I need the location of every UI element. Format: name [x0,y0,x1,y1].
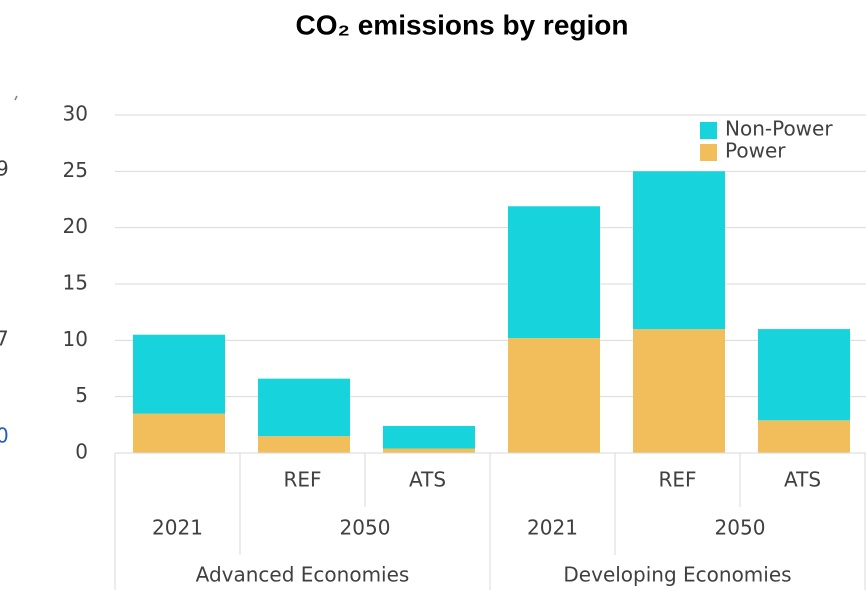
x-tick-label: ATS [784,468,821,492]
bar-segment [758,420,850,453]
y-tick-label: 10 [63,327,88,351]
x-tick-label: ATS [409,468,446,492]
x-region-label: Advanced Economies [196,563,410,587]
y-tick-label: 0 [75,440,88,464]
bar-segment [508,206,600,339]
bar-segment [508,338,600,453]
bar-segment [633,171,725,330]
x-group-label: 2021 [527,516,578,540]
bar-segment [383,448,475,453]
chart-title: CO₂ emissions by region [296,9,629,40]
y-tick-label: 30 [63,102,88,126]
y-tick-label: 15 [63,271,88,295]
cut-off-text: 0 [0,424,9,448]
bar-segment [133,334,225,414]
x-region-label: Developing Economies [563,563,791,587]
cut-off-mark [14,95,18,101]
cut-off-text: 9 [0,157,9,181]
x-group-label: 2021 [152,516,203,540]
legend-label: Power [725,139,786,163]
legend-label: Non-Power [725,117,833,141]
x-tick-label: REF [283,468,321,492]
bar-segment [133,413,225,453]
bar-segment [758,329,850,421]
bar-segment [383,425,475,449]
y-tick-label: 5 [75,383,88,407]
legend-swatch [700,122,717,139]
bar-segment [633,329,725,453]
y-tick-label: 25 [63,158,88,182]
x-group-label: 2050 [340,516,391,540]
x-group-label: 2050 [715,516,766,540]
y-tick-label: 20 [63,214,88,238]
cut-off-text: 7 [0,327,9,351]
legend-swatch [700,144,717,161]
x-tick-label: REF [658,468,696,492]
bar-segment [258,436,350,453]
bar-segment [258,378,350,437]
